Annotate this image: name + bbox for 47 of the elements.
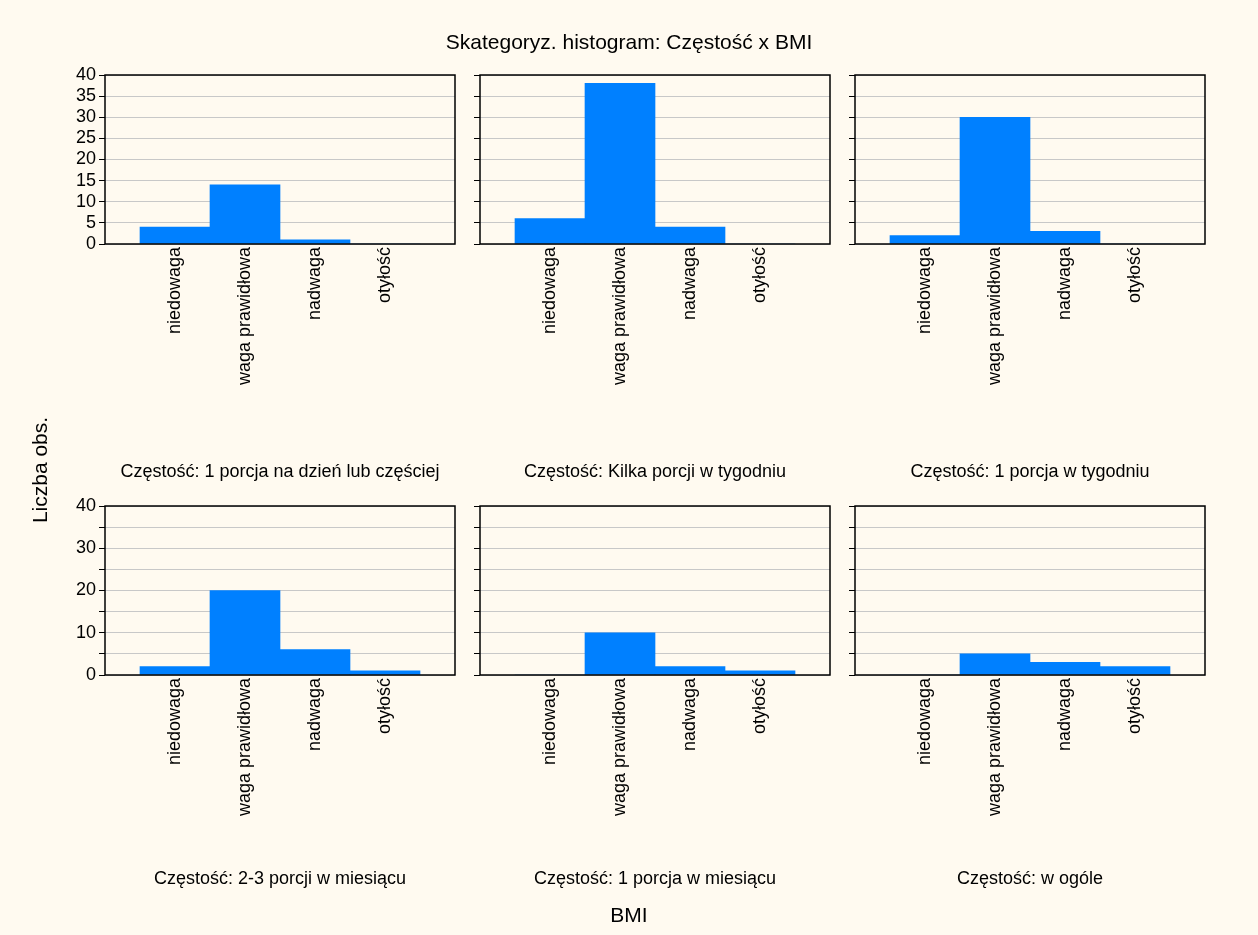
y-tick-label: 20 <box>75 148 96 169</box>
x-axis-title: Częstość: 1 porcja w miesiącu <box>533 868 777 889</box>
x-tick-label: nadwaga <box>1053 246 1074 321</box>
x-axis-title: Częstość: 1 porcja na dzień lub częściej <box>120 461 440 482</box>
x-tick-label: niedowaga <box>538 246 559 335</box>
y-tick-label: 40 <box>75 494 96 515</box>
x-tick-label: nadwaga <box>1053 677 1074 752</box>
x-tick-label: nadwaga <box>303 246 324 321</box>
x-tick-label: waga prawidłowa <box>608 677 629 818</box>
x-axis-title: Częstość: 2-3 porcji w miesiącu <box>153 868 407 889</box>
x-tick-label: waga prawidłowa <box>233 246 254 387</box>
x-tick-label: otyłość <box>373 247 394 304</box>
x-tick-label: niedowaga <box>163 677 184 766</box>
x-tick-label: niedowaga <box>913 677 934 766</box>
y-tick-label: 10 <box>75 190 96 211</box>
y-axis-title: Liczba obs. <box>28 416 52 524</box>
x-tick-label: nadwaga <box>678 677 699 752</box>
x-tick-label: otyłość <box>1123 247 1144 304</box>
y-tick-label: 0 <box>85 663 96 684</box>
y-tick-label: 10 <box>75 621 96 642</box>
x-tick-label: niedowaga <box>538 677 559 766</box>
x-tick-label: otyłość <box>748 247 769 304</box>
x-tick-label: nadwaga <box>303 677 324 752</box>
y-tick-label: 40 <box>75 63 96 84</box>
x-axis-title: Częstość: w ogóle <box>956 868 1104 889</box>
x-tick-label: niedowaga <box>163 246 184 335</box>
y-tick-label: 15 <box>75 169 96 190</box>
y-tick-label: 25 <box>75 127 96 148</box>
x-tick-label: waga prawidłowa <box>983 246 1004 387</box>
x-tick-label: waga prawidłowa <box>608 246 629 387</box>
x-tick-label: waga prawidłowa <box>233 677 254 818</box>
y-tick-label: 35 <box>75 85 96 106</box>
y-tick-label: 30 <box>75 537 96 558</box>
x-tick-label: niedowaga <box>913 246 934 335</box>
x-tick-label: nadwaga <box>678 246 699 321</box>
x-tick-label: otyłość <box>1123 678 1144 735</box>
x-axis-title: Częstość: Kilka porcji w tygodniu <box>523 461 787 482</box>
y-tick-label: 20 <box>75 579 96 600</box>
x-axis-title: Częstość: 1 porcja w tygodniu <box>910 461 1150 482</box>
y-tick-label: 5 <box>85 211 96 232</box>
x-tick-label: otyłość <box>373 678 394 735</box>
y-tick-label: 0 <box>85 232 96 253</box>
chart-title: Skategoryz. histogram: Częstość x BMI <box>444 30 814 54</box>
x-tick-label: waga prawidłowa <box>983 677 1004 818</box>
y-tick-label: 30 <box>75 106 96 127</box>
text: BMI <box>609 903 649 927</box>
x-tick-label: otyłość <box>748 678 769 735</box>
